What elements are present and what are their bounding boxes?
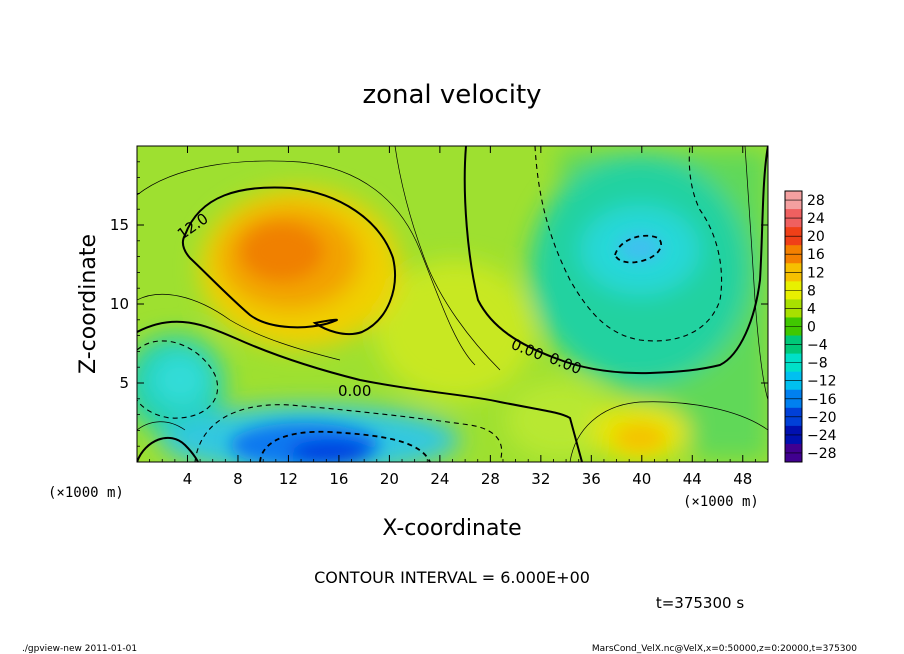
time-text: t=375300 s: [656, 594, 744, 612]
contour-label-zero-lower: 0.00: [338, 382, 371, 400]
zero-contours: [137, 146, 768, 462]
x-tick-label: 16: [329, 470, 348, 488]
colorbar-label: 28: [807, 193, 825, 209]
thin-contours: [137, 146, 768, 462]
colorbar-label: 8: [807, 283, 816, 299]
footer-right: MarsCond_VelX.nc@VelX,x=0:50000,z=0:2000…: [592, 644, 857, 654]
colorbar-label: 24: [807, 211, 825, 227]
colorbar: 28 24 20 16 12 8 4 0 −4 −8 −12 −16 −20 −24 −28: [784, 190, 837, 463]
x-tick-label: 12: [279, 470, 298, 488]
y-axis: 5 10 15: [110, 161, 768, 447]
x-tick-label: 20: [380, 470, 399, 488]
y-tick-label: 10: [110, 295, 129, 313]
colorbar-label: −12: [807, 374, 837, 390]
contour-interval-text: CONTOUR INTERVAL = 6.000E+00: [314, 568, 590, 587]
x-axis-label: X-coordinate: [382, 516, 521, 541]
colorbar-label: 20: [807, 229, 825, 245]
colorbar-label: 12: [807, 265, 825, 281]
colorbar-label: −16: [807, 392, 837, 408]
colorbar-label: 0: [807, 320, 816, 336]
x-tick-label: 28: [481, 470, 500, 488]
x-tick-label: 40: [632, 470, 651, 488]
colorbar-label: −20: [807, 410, 837, 426]
x-tick-label: 8: [233, 470, 243, 488]
y-tick-label: 15: [110, 216, 129, 234]
colorbar-label: 4: [807, 301, 816, 317]
colorbar-label: −24: [807, 428, 837, 444]
x-tick-label: 44: [683, 470, 702, 488]
x-tick-label: 32: [531, 470, 550, 488]
x-unit-left: (×1000 m): [48, 485, 124, 501]
x-tick-label: 48: [733, 470, 752, 488]
contour-12: [181, 186, 396, 336]
colorbar-label: −28: [807, 446, 837, 462]
y-tick-label: 5: [119, 374, 129, 392]
x-tick-label: 36: [582, 470, 601, 488]
x-tick-label: 24: [430, 470, 449, 488]
x-unit-right: (×1000 m): [683, 494, 759, 510]
footer-left: ./gpview-new 2011-01-01: [22, 644, 137, 654]
field-layer: 12.0 0.00 0.00 0.00: [137, 146, 768, 462]
x-tick-label: 4: [183, 470, 193, 488]
negative-contours: [137, 146, 723, 462]
colorbar-label: −4: [807, 338, 828, 354]
chart-title: zonal velocity: [362, 80, 541, 110]
y-axis-label: Z-coordinate: [76, 234, 101, 374]
colorbar-label: −8: [807, 356, 828, 372]
field-cores: [230, 224, 665, 462]
x-axis: 4 8 12 16 20 24 28 32 36 40 44 48: [149, 146, 756, 488]
colorbar-label: 16: [807, 247, 825, 263]
